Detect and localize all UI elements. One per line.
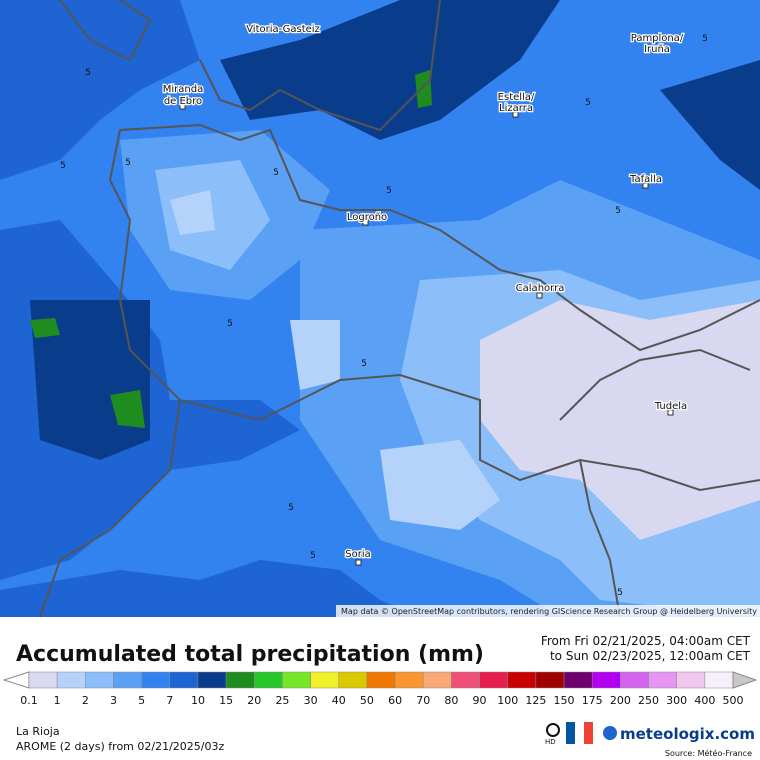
legend-swatch xyxy=(282,671,311,689)
legend-tick-label: 50 xyxy=(360,694,374,707)
legend-tick-label: 3 xyxy=(110,694,117,707)
legend-tick-label: 90 xyxy=(473,694,487,707)
legend-swatch xyxy=(254,671,283,689)
contour-label: 5 xyxy=(386,186,392,196)
city-label: Tudela xyxy=(654,401,687,412)
model: AROME (2 days) from 02/21/2025/03z xyxy=(16,740,225,753)
legend-swatch xyxy=(704,671,734,689)
city-label: Miranda xyxy=(163,84,203,95)
city-label: Lizarra xyxy=(499,103,533,114)
legend-title: Accumulated total precipitation (mm) xyxy=(16,642,484,667)
legend-swatch xyxy=(28,671,58,689)
legend-tick-label: 2 xyxy=(82,694,89,707)
legend-tick-label: 20 xyxy=(247,694,261,707)
city-label: Logroño xyxy=(347,212,387,223)
city-label: Estella/ xyxy=(498,92,535,103)
legend-swatch xyxy=(479,671,508,689)
legend-swatch xyxy=(451,671,480,689)
legend-swatch xyxy=(366,671,396,689)
contour-label: 5 xyxy=(617,588,623,598)
legend-swatch xyxy=(338,671,368,689)
contour-label: 5 xyxy=(615,206,621,216)
legend-swatch xyxy=(197,671,227,689)
legend-swatch xyxy=(620,671,649,689)
contour-label: 5 xyxy=(310,551,316,561)
legend-tick-label: 125 xyxy=(525,694,546,707)
contour-label: 5 xyxy=(273,168,279,178)
logo-icon xyxy=(603,726,617,740)
contour-label: 5 xyxy=(361,359,367,369)
hd: HD xyxy=(545,738,556,746)
city-label: Iruña xyxy=(644,44,670,55)
city-label: Vitoria-Gasteiz xyxy=(246,24,320,35)
legend-swatch xyxy=(85,671,114,689)
legend-swatch xyxy=(422,671,452,689)
contour-label: 5 xyxy=(85,68,91,78)
legend-tick-label: 300 xyxy=(666,694,687,707)
legend-tick-label: 400 xyxy=(694,694,715,707)
legend-swatch xyxy=(169,671,199,689)
legend-arrow-right xyxy=(732,671,758,689)
city-label: Soria xyxy=(345,549,370,560)
source: Source: Météo-France xyxy=(665,748,752,758)
contour-label: 5 xyxy=(125,158,131,168)
contour-label: 5 xyxy=(227,319,233,329)
city-label: Calahorra xyxy=(516,283,565,294)
legend-tick-label: 0.1 xyxy=(20,694,38,707)
legend-tick-label: 15 xyxy=(219,694,233,707)
legend-tick-label: 175 xyxy=(582,694,603,707)
legend-tick-label: 10 xyxy=(191,694,205,707)
legend-tick-label: 70 xyxy=(416,694,430,707)
legend-tick-label: 30 xyxy=(304,694,318,707)
contour-label: 5 xyxy=(585,98,591,108)
legend-tick-label: 5 xyxy=(138,694,145,707)
legend-tick-label: 7 xyxy=(166,694,173,707)
zoom-icon[interactable] xyxy=(546,723,560,737)
legend-swatch xyxy=(507,671,537,689)
legend-swatch xyxy=(310,671,340,689)
contour-label: 5 xyxy=(60,161,66,171)
legend-tick-label: 60 xyxy=(388,694,402,707)
legend-swatch xyxy=(676,671,706,689)
legend-tick-label: 100 xyxy=(497,694,518,707)
period-to: to Sun 02/23/2025, 12:00am CET xyxy=(550,649,751,663)
city-label: de Ebro xyxy=(164,96,202,107)
city-label: Pamplona/ xyxy=(631,33,684,44)
legend-tick-label: 25 xyxy=(275,694,289,707)
flag xyxy=(566,722,575,744)
legend-swatch xyxy=(591,671,621,689)
legend-tick-label: 200 xyxy=(610,694,631,707)
legend-tick-label: 250 xyxy=(638,694,659,707)
legend-tick-label: 500 xyxy=(723,694,744,707)
legend-swatch xyxy=(141,671,171,689)
region: La Rioja xyxy=(16,725,60,738)
city-label: Tafalla xyxy=(629,174,662,185)
legend-swatch xyxy=(56,671,86,689)
legend-swatch xyxy=(648,671,677,689)
legend-swatch xyxy=(394,671,424,689)
contour-label: 5 xyxy=(288,503,294,513)
legend-swatch xyxy=(225,671,255,689)
legend-tick-label: 150 xyxy=(554,694,575,707)
legend-tick-label: 1 xyxy=(54,694,61,707)
brand[interactable]: meteologix.com xyxy=(620,725,755,743)
attribution: Map data © OpenStreetMap contributors, r… xyxy=(341,607,757,616)
contour-label: 5 xyxy=(702,34,708,44)
legend-tick-label: 40 xyxy=(332,694,346,707)
legend-tick-label: 80 xyxy=(444,694,458,707)
legend-swatch xyxy=(535,671,565,689)
legend-swatch xyxy=(113,671,142,689)
legend-arrow-left xyxy=(2,671,30,689)
period-from: From Fri 02/21/2025, 04:00am CET xyxy=(541,634,751,648)
legend-swatch xyxy=(563,671,593,689)
